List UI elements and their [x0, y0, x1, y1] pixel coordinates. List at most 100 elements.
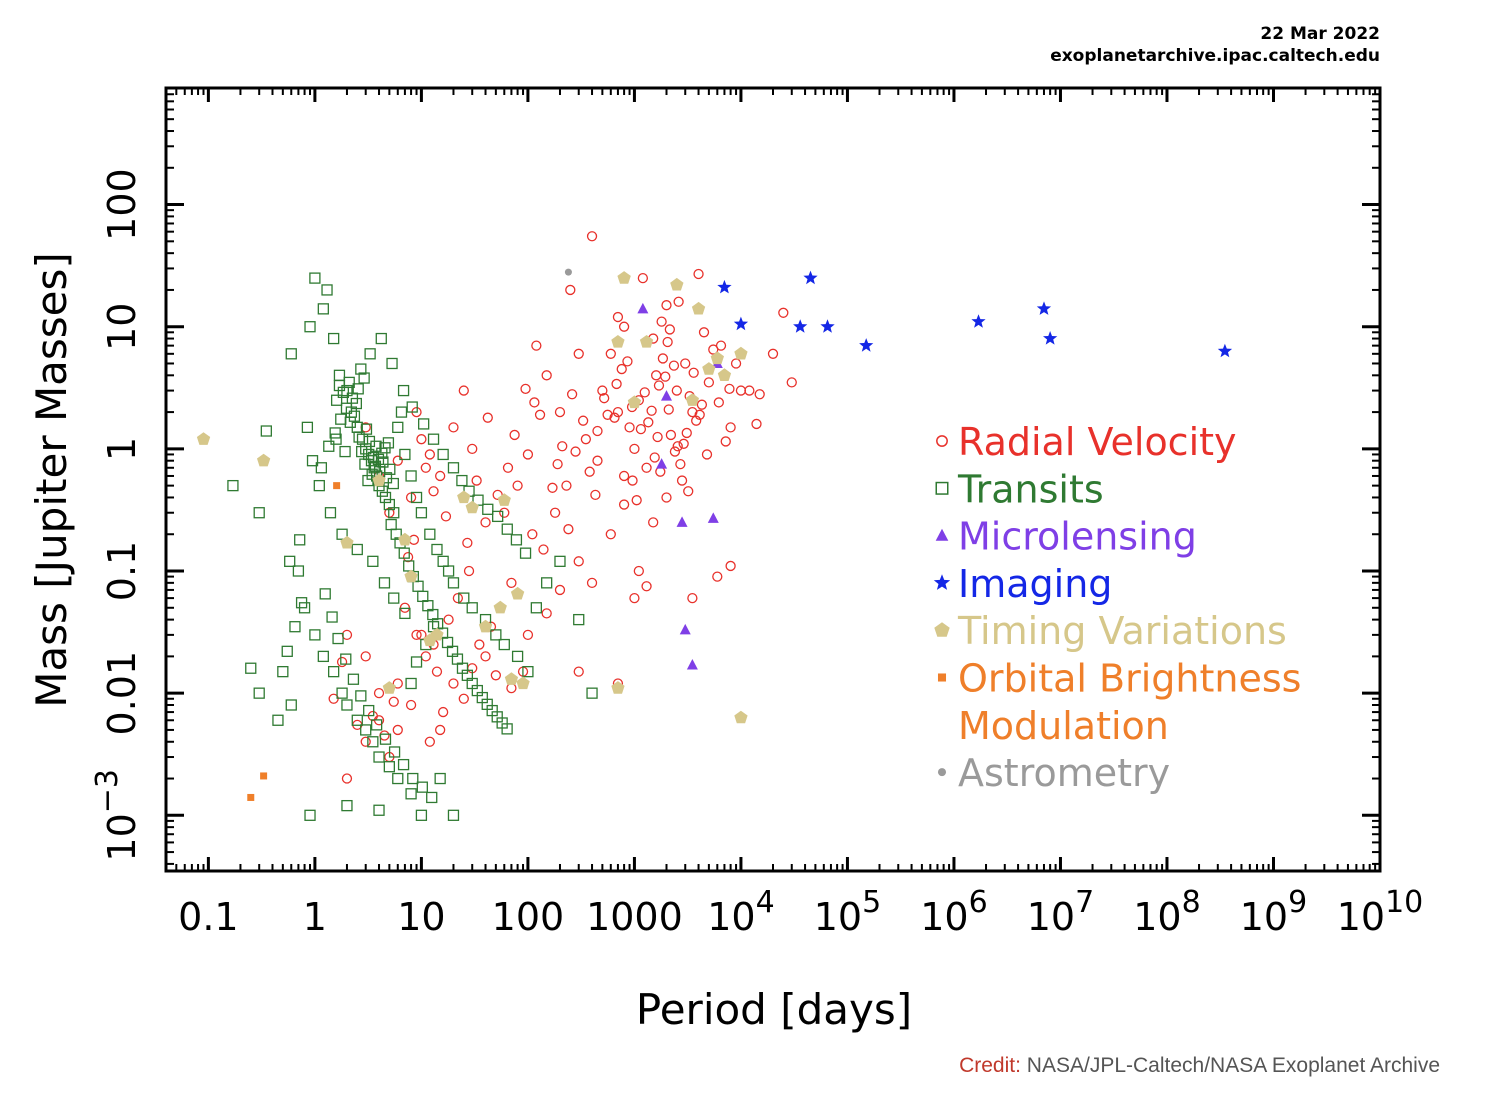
data-point-radial-velocity — [612, 406, 624, 418]
data-point-radial-velocity — [786, 377, 797, 388]
data-point-radial-velocity — [683, 486, 694, 497]
legend-marker-timing-variations — [934, 622, 950, 637]
data-point-transits — [309, 272, 321, 284]
y-tick-label-base: 0.1 — [100, 541, 144, 601]
data-point-radial-velocity — [720, 436, 731, 447]
x-tick-label: 107 — [1027, 885, 1094, 939]
data-point-transits — [355, 690, 367, 702]
data-point-radial-velocity — [609, 412, 620, 423]
data-point-radial-velocity — [751, 418, 762, 430]
data-point-transits — [348, 410, 361, 422]
y-tick-label: 1 — [100, 437, 144, 461]
data-point-radial-velocity — [388, 696, 399, 707]
data-point-transits — [373, 804, 385, 816]
data-point-radial-velocity — [624, 422, 635, 433]
x-tick-label-base: 10 — [814, 895, 862, 939]
data-point-transits — [397, 384, 410, 397]
data-point-transits — [442, 565, 455, 577]
data-point-radial-velocity — [661, 492, 672, 503]
data-point-radial-velocity — [554, 584, 566, 596]
x-tick-label: 10 — [397, 895, 445, 939]
data-point-timing-variations — [510, 586, 525, 600]
data-point-radial-velocity — [440, 511, 452, 522]
data-point-transits — [351, 543, 363, 556]
x-tick-label-base: 100 — [492, 895, 565, 939]
data-point-radial-velocity — [490, 670, 502, 681]
image-credit: Credit: NASA/JPL-Caltech/NASA Exoplanet … — [959, 1054, 1440, 1078]
data-point-radial-velocity — [538, 544, 549, 555]
data-point-transits — [399, 607, 411, 620]
x-tick-label-exponent: 5 — [862, 885, 881, 920]
data-point-transits — [376, 485, 389, 497]
data-point-radial-velocity — [730, 358, 742, 369]
data-point-transits — [379, 491, 392, 504]
x-tick-label-base: 10 — [707, 895, 755, 939]
data-point-radial-velocity — [392, 678, 403, 689]
data-point-transits — [317, 303, 329, 315]
data-point-timing-variations — [685, 393, 699, 406]
data-point-radial-velocity — [629, 443, 640, 455]
data-point-radial-velocity — [698, 327, 710, 338]
data-point-radial-velocity — [641, 581, 652, 592]
data-point-radial-velocity — [675, 458, 686, 470]
data-point-radial-velocity — [360, 736, 371, 747]
data-point-radial-velocity — [687, 592, 698, 604]
series-transits — [227, 272, 598, 821]
data-point-radial-velocity — [641, 462, 652, 473]
data-point-transits — [339, 445, 351, 458]
data-point-transits — [386, 357, 398, 370]
data-point-radial-velocity — [392, 455, 403, 466]
data-point-timing-variations — [516, 676, 530, 690]
data-point-transits — [375, 332, 387, 345]
x-tick-label-base: 1 — [303, 895, 327, 939]
data-point-radial-velocity — [452, 592, 464, 604]
data-point-radial-velocity — [586, 577, 598, 588]
data-point-radial-velocity — [420, 462, 431, 473]
data-point-radial-velocity — [687, 406, 698, 418]
data-point-transits — [362, 474, 374, 487]
data-point-radial-velocity — [639, 387, 650, 398]
x-tick-label-exponent: 8 — [1182, 885, 1201, 920]
data-point-transits — [285, 348, 297, 360]
data-point-microlensing — [660, 390, 672, 401]
data-point-radial-velocity — [402, 551, 414, 563]
data-point-transits — [326, 611, 338, 623]
data-point-transits — [277, 665, 289, 678]
data-point-timing-variations — [717, 368, 732, 381]
data-point-transits — [355, 363, 367, 375]
data-point-radial-velocity — [663, 404, 674, 415]
data-point-timing-variations — [710, 351, 724, 365]
data-point-radial-velocity — [463, 565, 475, 577]
data-point-transits — [379, 733, 392, 745]
y-tick-label-base: 100 — [100, 168, 144, 241]
data-point-transits — [492, 510, 504, 523]
data-point-transits — [482, 503, 494, 515]
data-point-imaging — [971, 314, 986, 328]
data-point-timing-variations — [639, 335, 654, 348]
data-point-transits — [330, 433, 342, 445]
x-tick-label-base: 0.1 — [178, 895, 238, 939]
data-point-radial-velocity — [563, 524, 574, 535]
data-point-transits — [490, 629, 502, 641]
data-point-transits — [498, 638, 510, 651]
axis-labels: Period [days] Mass [Jupiter Masses] — [27, 252, 912, 1034]
data-point-transits — [260, 425, 272, 437]
data-point-imaging — [820, 319, 835, 333]
data-point-radial-velocity — [541, 370, 552, 381]
x-tick-label-exponent: 4 — [756, 885, 775, 920]
data-point-transits — [341, 799, 353, 812]
data-point-timing-variations — [734, 346, 748, 360]
x-tick-label: 1010 — [1337, 885, 1424, 939]
data-point-radial-velocity — [443, 614, 454, 625]
data-point-imaging — [717, 279, 732, 294]
data-point-astrometry — [564, 268, 572, 276]
data-point-transits — [382, 437, 395, 449]
x-tick-label: 108 — [1133, 885, 1200, 939]
data-point-radial-velocity — [458, 385, 469, 396]
data-point-timing-variations — [423, 633, 437, 647]
data-point-radial-velocity — [561, 480, 572, 491]
data-point-radial-velocity — [673, 296, 684, 307]
data-point-radial-velocity — [602, 409, 613, 420]
data-point-imaging — [733, 316, 749, 331]
data-point-microlensing — [686, 659, 698, 670]
